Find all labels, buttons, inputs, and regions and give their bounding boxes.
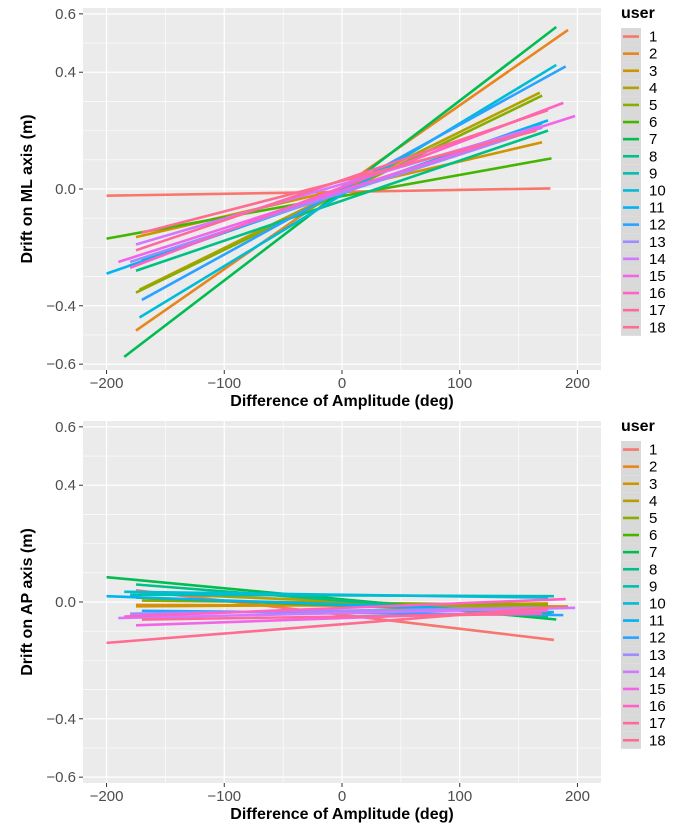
legend-label-user-15: 15: [649, 681, 666, 698]
legend-label-user-11: 11: [649, 613, 665, 630]
x-tick-label: −200: [90, 375, 124, 392]
y-tick-label: −0.4: [46, 711, 76, 728]
legend-title: user: [621, 418, 655, 435]
legend-label-user-16: 16: [649, 285, 666, 302]
x-tick-label: 200: [565, 788, 590, 805]
legend-label-user-14: 14: [649, 251, 666, 268]
legend-label-user-15: 15: [649, 268, 666, 285]
legend-label-user-12: 12: [649, 630, 666, 647]
legend-label-user-3: 3: [649, 63, 657, 80]
legend-label-user-6: 6: [649, 527, 657, 544]
legend-label-user-12: 12: [649, 217, 666, 234]
x-axis-title: Difference of Amplitude (deg): [230, 393, 453, 410]
y-tick-label: 0.0: [55, 181, 76, 198]
y-tick-label: −0.6: [46, 356, 76, 373]
legend-label-user-14: 14: [649, 664, 666, 681]
x-tick-label: 0: [338, 788, 346, 805]
x-tick-label: −100: [207, 788, 241, 805]
legend-label-user-2: 2: [649, 459, 657, 476]
x-tick-label: 200: [565, 375, 590, 392]
legend-label-user-10: 10: [649, 182, 666, 199]
x-tick-label: 0: [338, 375, 346, 392]
legend-label-user-7: 7: [649, 544, 657, 561]
legend-label-user-7: 7: [649, 131, 657, 148]
legend-label-user-9: 9: [649, 578, 657, 595]
x-tick-label: 100: [447, 375, 472, 392]
series-line-user-18: [106, 606, 549, 645]
y-axis-title: Drift on ML axis (m): [19, 114, 36, 263]
x-tick-label: −100: [207, 375, 241, 392]
chart-panel-1: −200 −100 0 100 200 −0.6 −0.4 0.0 0.4 0.6 Differen…: [19, 5, 666, 410]
y-axis-title: Drift on AP axis (m): [19, 528, 36, 676]
legend-title: user: [621, 5, 655, 22]
legend-label-user-5: 5: [649, 97, 657, 114]
y-tick-label: 0.0: [55, 594, 76, 611]
y-tick-label: 0.6: [55, 419, 76, 436]
series-line-user-18: [141, 129, 537, 235]
legend-label-user-8: 8: [649, 561, 657, 578]
y-tick-label: 0.6: [55, 6, 76, 23]
x-tick-label: −200: [90, 788, 124, 805]
x-axis-title: Difference of Amplitude (deg): [230, 806, 453, 823]
legend-label-user-6: 6: [649, 114, 657, 131]
y-tick-label: −0.6: [46, 769, 76, 786]
legend-label-user-18: 18: [649, 732, 666, 749]
legend-label-user-13: 13: [649, 234, 666, 251]
legend-label-user-18: 18: [649, 319, 666, 336]
legend-label-user-9: 9: [649, 165, 657, 182]
legend-label-user-17: 17: [649, 302, 666, 319]
legend-label-user-2: 2: [649, 46, 657, 63]
legend-label-user-17: 17: [649, 715, 666, 732]
series-line-user-13: [129, 126, 543, 264]
y-tick-label: 0.4: [55, 64, 76, 81]
legend-label-user-13: 13: [649, 647, 666, 664]
legend-label-user-11: 11: [649, 200, 665, 217]
legend-label-user-1: 1: [649, 29, 657, 46]
chart-panel-2: −200 −100 0 100 200 −0.6 −0.4 0.0 0.4 0.6 Differen…: [19, 418, 666, 823]
y-tick-label: 0.4: [55, 477, 76, 494]
legend-label-user-4: 4: [649, 493, 657, 510]
legend-label-user-4: 4: [649, 80, 657, 97]
series-line-user-16: [124, 597, 566, 618]
legend-label-user-5: 5: [649, 510, 657, 527]
y-tick-label: −0.4: [46, 298, 76, 315]
legend-label-user-1: 1: [649, 442, 657, 459]
series-line-user-8: [135, 129, 549, 272]
legend-label-user-3: 3: [649, 476, 657, 493]
legend-label-user-8: 8: [649, 148, 657, 165]
series-line-user-14: [118, 606, 576, 620]
x-tick-label: 100: [447, 788, 472, 805]
legend-label-user-16: 16: [649, 698, 666, 715]
legend-label-user-10: 10: [649, 595, 666, 612]
series-line-user-10: [124, 590, 549, 599]
